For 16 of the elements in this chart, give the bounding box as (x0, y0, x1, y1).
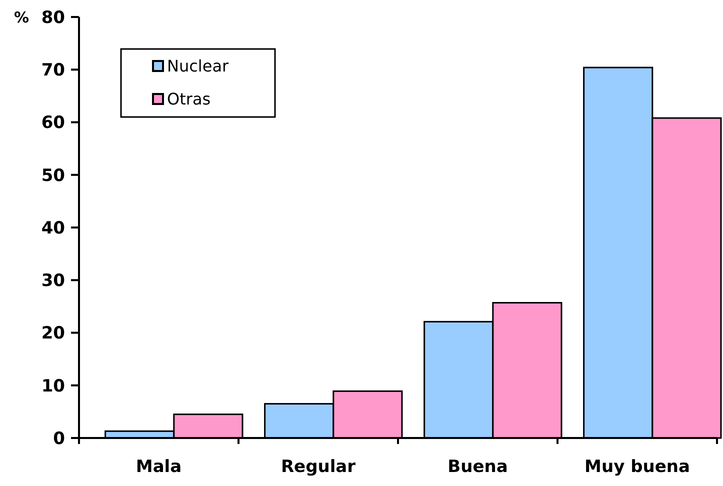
y-tick-label: 10 (41, 376, 66, 396)
y-tick-label: 70 (41, 60, 66, 81)
legend-label: Nuclear (167, 56, 229, 76)
y-axis-title: % (14, 8, 29, 26)
x-tick-label: Regular (280, 457, 356, 477)
x-tick-label: Buena (448, 457, 508, 477)
y-tick-label: 0 (53, 428, 66, 449)
x-tick-label: Mala (136, 457, 182, 477)
y-tick-label: 60 (41, 113, 66, 134)
y-tick-label: 30 (41, 271, 66, 292)
y-tick-label: 50 (41, 166, 66, 186)
x-tick-label: Muy buena (584, 457, 690, 477)
y-tick-label: 40 (41, 218, 66, 238)
y-tick-label: 80 (41, 8, 66, 28)
legend-label: Otras (167, 90, 211, 109)
y-tick-label: 20 (41, 324, 66, 344)
